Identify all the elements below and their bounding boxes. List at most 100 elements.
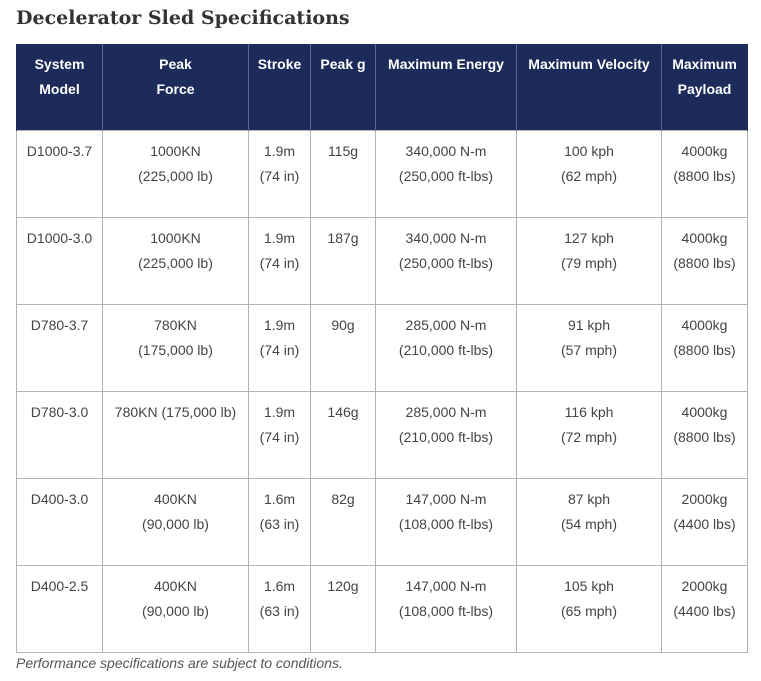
cell-line: (8800 lbs)	[673, 167, 736, 184]
cell-line: (57 mph)	[560, 341, 618, 358]
cell-line: (63 in)	[259, 515, 300, 532]
cell-peak-g: 120g	[310, 564, 376, 653]
cell-line: (8800 lbs)	[673, 341, 736, 358]
header-line: System	[34, 56, 85, 72]
cell-line: (210,000 ft-lbs)	[398, 341, 494, 358]
cell-line: 146g	[327, 403, 359, 420]
cell-maximum-payload: 2000kg (4400 lbs)	[661, 477, 748, 566]
header-line: Force	[156, 81, 195, 97]
header-line: Maximum	[672, 56, 737, 72]
cell-peak-g: 146g	[310, 390, 376, 479]
specifications-table: System Model Peak Force Stroke Peak g Ma…	[16, 44, 748, 653]
footnote: Performance specifications are subject t…	[16, 655, 343, 671]
cell-line: D1000-3.7	[26, 142, 93, 159]
cell-line: 4000kg	[681, 142, 728, 159]
header-line: Stroke	[257, 56, 302, 72]
cell-line: 1000KN	[150, 229, 201, 246]
cell-line: (90,000 lb)	[142, 602, 209, 619]
cell-maximum-energy: 285,000 N-m (210,000 ft-lbs)	[375, 303, 517, 392]
header-line: Peak	[159, 56, 192, 72]
cell-line: D400-3.0	[30, 490, 89, 507]
table-row: D1000-3.0 1000KN (225,000 lb) 1.9m (74 in)…	[16, 216, 748, 305]
header-line: Maximum Energy	[388, 56, 504, 72]
cell-maximum-velocity: 100 kph (62 mph)	[516, 129, 662, 218]
column-header-maximum-payload: Maximum Payload	[661, 44, 748, 130]
cell-stroke: 1.9m (74 in)	[248, 129, 311, 218]
cell-line: 400KN	[154, 577, 197, 594]
cell-maximum-velocity: 105 kph (65 mph)	[516, 564, 662, 653]
cell-line: 116 kph	[564, 403, 614, 420]
cell-maximum-payload: 2000kg (4400 lbs)	[661, 564, 748, 653]
cell-line: 147,000 N-m	[405, 577, 487, 594]
cell-line: D780-3.0	[30, 403, 89, 420]
cell-line: (62 mph)	[560, 167, 618, 184]
cell-line: 2000kg	[681, 490, 728, 507]
cell-line: (225,000 lb)	[138, 254, 213, 271]
column-header-stroke: Stroke	[248, 44, 311, 130]
cell-line: 285,000 N-m	[405, 316, 487, 333]
cell-line: 340,000 N-m	[405, 229, 487, 246]
cell-peak-g: 115g	[310, 129, 376, 218]
cell-maximum-energy: 147,000 N-m (108,000 ft-lbs)	[375, 564, 517, 653]
column-header-maximum-velocity: Maximum Velocity	[516, 44, 662, 130]
cell-line: 127 kph	[564, 229, 614, 246]
cell-line: 4000kg	[681, 316, 728, 333]
cell-line: (74 in)	[259, 254, 300, 271]
table-row: D400-2.5 400KN (90,000 lb) 1.6m (63 in) 12…	[16, 564, 748, 653]
table-row: D780-3.7 780KN (175,000 lb) 1.9m (74 in) 9…	[16, 303, 748, 392]
cell-maximum-payload: 4000kg (8800 lbs)	[661, 216, 748, 305]
cell-line: 4000kg	[681, 403, 728, 420]
cell-line: 1.6m	[263, 490, 296, 507]
cell-peak-force: 1000KN (225,000 lb)	[102, 129, 249, 218]
cell-line: (90,000 lb)	[142, 515, 209, 532]
cell-line: (250,000 ft-lbs)	[398, 254, 494, 271]
cell-maximum-energy: 147,000 N-m (108,000 ft-lbs)	[375, 477, 517, 566]
cell-line: (65 mph)	[560, 602, 618, 619]
header-line: Maximum Velocity	[528, 56, 650, 72]
cell-line: (175,000 lb)	[138, 341, 213, 358]
cell-line: D1000-3.0	[26, 229, 93, 246]
cell-peak-force: 780KN (175,000 lb)	[102, 303, 249, 392]
cell-maximum-velocity: 127 kph (79 mph)	[516, 216, 662, 305]
cell-model: D1000-3.0	[16, 216, 103, 305]
cell-line: (74 in)	[259, 167, 300, 184]
cell-stroke: 1.9m (74 in)	[248, 390, 311, 479]
cell-line: (4400 lbs)	[673, 602, 736, 619]
cell-stroke: 1.9m (74 in)	[248, 216, 311, 305]
cell-line: 780KN	[154, 316, 197, 333]
header-line: Payload	[677, 81, 732, 97]
cell-line: (210,000 ft-lbs)	[398, 428, 494, 445]
cell-line: (63 in)	[259, 602, 300, 619]
cell-peak-g: 90g	[310, 303, 376, 392]
cell-line: (79 mph)	[560, 254, 618, 271]
table-row: D400-3.0 400KN (90,000 lb) 1.6m (63 in) 82…	[16, 477, 748, 566]
cell-line: 82g	[331, 490, 355, 507]
cell-maximum-payload: 4000kg (8800 lbs)	[661, 303, 748, 392]
cell-line: 120g	[327, 577, 359, 594]
cell-line: 147,000 N-m	[405, 490, 487, 507]
cell-model: D400-2.5	[16, 564, 103, 653]
cell-line: (74 in)	[259, 428, 300, 445]
cell-line: 105 kph	[564, 577, 614, 594]
cell-line: (108,000 ft-lbs)	[398, 515, 494, 532]
cell-line: 1.9m	[263, 229, 296, 246]
cell-line: 1.6m	[263, 577, 296, 594]
cell-maximum-energy: 340,000 N-m (250,000 ft-lbs)	[375, 129, 517, 218]
cell-maximum-energy: 285,000 N-m (210,000 ft-lbs)	[375, 390, 517, 479]
cell-line: (250,000 ft-lbs)	[398, 167, 494, 184]
cell-line: 87 kph	[567, 490, 611, 507]
header-line: Model	[39, 81, 80, 97]
cell-line: D780-3.7	[30, 316, 89, 333]
cell-model: D1000-3.7	[16, 129, 103, 218]
cell-model: D780-3.7	[16, 303, 103, 392]
cell-maximum-payload: 4000kg (8800 lbs)	[661, 129, 748, 218]
cell-line: 1.9m	[263, 316, 296, 333]
cell-line: 1.9m	[263, 403, 296, 420]
cell-line: (8800 lbs)	[673, 254, 736, 271]
page-title: Decelerator Sled Specifications	[16, 7, 350, 29]
column-header-maximum-energy: Maximum Energy	[375, 44, 517, 130]
cell-line: (225,000 lb)	[138, 167, 213, 184]
cell-maximum-velocity: 116 kph (72 mph)	[516, 390, 662, 479]
cell-stroke: 1.6m (63 in)	[248, 564, 311, 653]
cell-line: 4000kg	[681, 229, 728, 246]
